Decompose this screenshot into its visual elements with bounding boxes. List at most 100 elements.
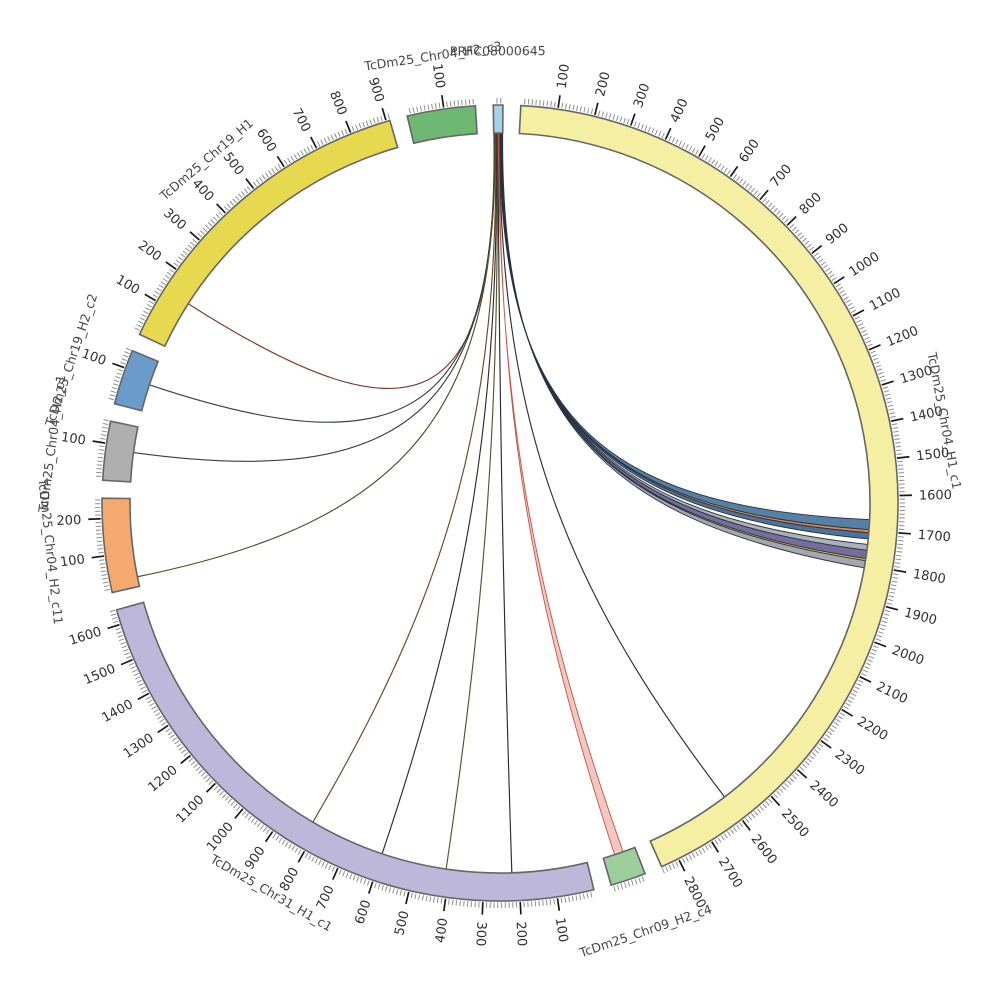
minor-tick	[864, 666, 870, 670]
major-tick	[137, 692, 150, 701]
tick-label: 200	[593, 70, 613, 98]
minor-tick	[847, 699, 853, 704]
minor-tick	[125, 655, 132, 659]
minor-tick	[459, 900, 461, 907]
minor-tick	[813, 252, 819, 257]
minor-tick	[861, 329, 867, 334]
minor-tick	[549, 899, 552, 905]
minor-tick	[429, 896, 432, 902]
minor-tick	[627, 881, 631, 887]
minor-tick	[571, 895, 574, 902]
minor-tick	[880, 379, 886, 382]
minor-tick	[323, 137, 328, 144]
minor-tick	[124, 351, 130, 355]
minor-tick	[778, 788, 784, 793]
minor-tick	[183, 752, 189, 757]
minor-tick	[665, 866, 669, 872]
minor-tick	[784, 782, 789, 788]
tick-label: 100	[429, 63, 447, 90]
minor-tick	[661, 132, 665, 139]
minor-tick	[99, 562, 106, 565]
minor-tick	[894, 562, 901, 564]
minor-tick	[799, 766, 805, 771]
minor-tick	[651, 128, 655, 134]
minor-tick	[576, 105, 579, 112]
minor-tick	[207, 221, 213, 227]
minor-tick	[136, 324, 142, 328]
minor-tick	[880, 624, 886, 627]
minor-tick	[856, 682, 862, 687]
minor-tick	[408, 108, 411, 114]
minor-tick	[180, 253, 186, 258]
minor-tick	[864, 336, 870, 340]
minor-tick	[753, 810, 759, 816]
minor-tick	[889, 412, 895, 415]
minor-tick	[135, 676, 141, 680]
minor-tick	[115, 627, 121, 631]
minor-tick	[870, 652, 876, 656]
minor-tick	[893, 434, 900, 437]
minor-tick	[161, 721, 167, 726]
major-tick	[741, 819, 751, 831]
minor-tick	[590, 891, 593, 898]
minor-tick	[181, 749, 187, 754]
minor-tick	[351, 125, 355, 132]
segment-band	[101, 497, 141, 594]
minor-tick	[850, 309, 857, 314]
major-tick	[841, 708, 854, 717]
minor-tick	[275, 835, 280, 841]
minor-tick	[857, 679, 864, 683]
major-tick	[120, 658, 133, 666]
minor-tick	[102, 581, 109, 584]
minor-tick	[745, 183, 750, 189]
minor-tick	[825, 734, 831, 739]
minor-tick	[747, 185, 753, 191]
major-tick	[898, 532, 911, 535]
segment-ticks	[134, 107, 390, 331]
minor-tick	[118, 638, 125, 642]
minor-tick	[538, 900, 540, 907]
minor-tick	[623, 117, 626, 124]
minor-tick	[117, 634, 124, 638]
minor-tick	[141, 689, 148, 694]
minor-tick	[843, 296, 849, 300]
minor-tick	[888, 595, 895, 598]
minor-tick	[328, 864, 332, 871]
minor-tick	[882, 616, 889, 620]
minor-tick	[109, 394, 116, 397]
minor-tick	[128, 662, 135, 666]
major-tick	[165, 261, 177, 270]
minor-tick	[125, 347, 132, 351]
minor-tick	[427, 104, 430, 110]
minor-tick	[187, 244, 193, 249]
minor-tick	[894, 441, 901, 444]
minor-tick	[587, 107, 590, 114]
minor-tick	[867, 343, 873, 347]
minor-tick	[892, 426, 898, 430]
minor-tick	[688, 145, 693, 152]
minor-tick	[726, 169, 731, 175]
minor-tick	[141, 313, 147, 318]
minor-tick	[306, 146, 311, 152]
minor-tick	[176, 743, 182, 748]
minor-tick	[831, 277, 837, 281]
major-tick	[759, 189, 769, 201]
minor-tick	[876, 368, 883, 372]
minor-tick	[392, 888, 395, 894]
minor-tick	[736, 176, 741, 182]
minor-tick	[268, 170, 273, 176]
minor-tick	[261, 174, 266, 180]
minor-tick	[380, 115, 383, 122]
minor-tick	[616, 115, 619, 122]
minor-tick	[892, 576, 899, 579]
minor-tick	[799, 235, 805, 240]
minor-tick	[425, 895, 428, 902]
minor-tick	[356, 876, 360, 882]
minor-tick	[199, 230, 205, 235]
minor-tick	[605, 112, 608, 118]
segment-ticks	[92, 419, 110, 477]
minor-tick	[816, 255, 822, 260]
major-tick	[852, 309, 865, 317]
minor-tick	[897, 464, 904, 467]
minor-tick	[624, 882, 627, 888]
